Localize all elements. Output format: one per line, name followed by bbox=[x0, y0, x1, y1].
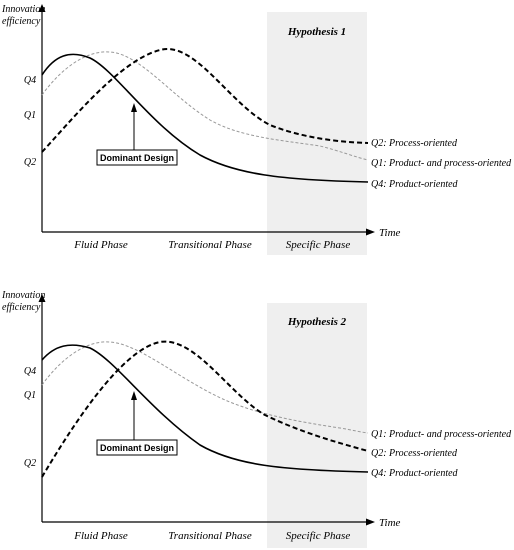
curve-q4 bbox=[41, 344, 369, 473]
dominant-design-label: Dominant Design bbox=[100, 443, 174, 453]
y-axis-label-line2: efficiency bbox=[2, 302, 41, 313]
panel-hypothesis-1: Innovation efficiency Hypothesis 1 Time … bbox=[1, 4, 512, 255]
dominant-design-label: Dominant Design bbox=[100, 153, 174, 163]
phase-label-transitional: Transitional Phase bbox=[168, 239, 252, 251]
phase-label-specific: Specific Phase bbox=[286, 239, 351, 251]
y-axis-label-line1: Innovation bbox=[1, 4, 45, 15]
specific-phase-shade bbox=[267, 303, 367, 548]
panel-hypothesis-2: Innovation efficiency Hypothesis 2 Time … bbox=[1, 290, 512, 548]
curve-q2 bbox=[41, 47, 369, 153]
curve-q2 bbox=[41, 340, 369, 478]
x-axis-arrowhead bbox=[366, 228, 375, 236]
start-label-q1: Q1 bbox=[24, 390, 36, 401]
start-label-q2: Q2 bbox=[24, 458, 36, 469]
curve-q4 bbox=[41, 53, 369, 183]
y-axis-label-line2: efficiency bbox=[2, 16, 41, 27]
y-axis-label-line1: Innovation bbox=[1, 290, 45, 301]
end-label-q2: Q2: Process-oriented bbox=[371, 138, 458, 149]
phase-label-fluid: Fluid Phase bbox=[73, 239, 128, 251]
end-label-q4: Q4: Product-oriented bbox=[371, 468, 459, 479]
end-label-q1: Q1: Product- and process-oriented bbox=[371, 429, 512, 440]
phase-label-specific: Specific Phase bbox=[286, 530, 351, 542]
y-axis-arrowhead bbox=[38, 4, 46, 12]
phase-label-transitional: Transitional Phase bbox=[168, 530, 252, 542]
end-label-q4: Q4: Product-oriented bbox=[371, 179, 459, 190]
hypothesis-title: Hypothesis 1 bbox=[287, 26, 346, 38]
hypothesis-title: Hypothesis 2 bbox=[287, 316, 347, 328]
phase-label-fluid: Fluid Phase bbox=[73, 530, 128, 542]
y-axis-arrowhead bbox=[38, 294, 46, 302]
start-label-q4: Q4 bbox=[24, 75, 36, 86]
x-axis-label: Time bbox=[379, 227, 401, 239]
dominant-design-box bbox=[96, 149, 178, 166]
start-label-q2: Q2 bbox=[24, 157, 36, 168]
end-label-q1: Q1: Product- and process-oriented bbox=[371, 158, 512, 169]
start-label-q4: Q4 bbox=[24, 366, 36, 377]
dominant-design-arrowhead bbox=[131, 391, 137, 400]
curve-q1 bbox=[41, 341, 369, 434]
end-label-q2: Q2: Process-oriented bbox=[371, 448, 458, 459]
start-label-q1: Q1 bbox=[24, 110, 36, 121]
specific-phase-shade bbox=[267, 12, 367, 255]
dominant-design-box bbox=[96, 439, 178, 456]
x-axis-arrowhead bbox=[366, 518, 375, 526]
dominant-design-arrowhead bbox=[131, 103, 137, 112]
x-axis-label: Time bbox=[379, 517, 401, 529]
curve-q1 bbox=[41, 51, 369, 161]
